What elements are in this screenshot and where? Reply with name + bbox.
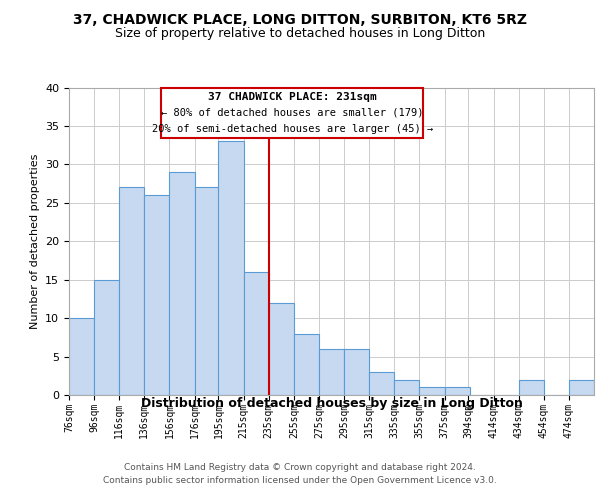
Bar [169, 172, 194, 395]
Bar [569, 380, 594, 395]
Bar [218, 142, 244, 395]
Bar [344, 349, 369, 395]
Text: Distribution of detached houses by size in Long Ditton: Distribution of detached houses by size … [141, 398, 523, 410]
Bar [69, 318, 94, 395]
Bar [161, 88, 424, 138]
Bar [94, 280, 119, 395]
Bar [119, 188, 145, 395]
Text: 37 CHADWICK PLACE: 231sqm: 37 CHADWICK PLACE: 231sqm [208, 92, 377, 102]
Text: Size of property relative to detached houses in Long Ditton: Size of property relative to detached ho… [115, 28, 485, 40]
Text: ← 80% of detached houses are smaller (179): ← 80% of detached houses are smaller (17… [161, 108, 424, 118]
Y-axis label: Number of detached properties: Number of detached properties [29, 154, 40, 329]
Bar [244, 272, 269, 395]
Bar [319, 349, 344, 395]
Bar [145, 195, 169, 395]
Bar [194, 188, 220, 395]
Text: Contains HM Land Registry data © Crown copyright and database right 2024.: Contains HM Land Registry data © Crown c… [124, 462, 476, 471]
Text: 37, CHADWICK PLACE, LONG DITTON, SURBITON, KT6 5RZ: 37, CHADWICK PLACE, LONG DITTON, SURBITO… [73, 12, 527, 26]
Bar [369, 372, 394, 395]
Bar [419, 388, 445, 395]
Text: 20% of semi-detached houses are larger (45) →: 20% of semi-detached houses are larger (… [151, 124, 433, 134]
Bar [518, 380, 544, 395]
Bar [394, 380, 419, 395]
Bar [445, 388, 470, 395]
Bar [269, 302, 294, 395]
Bar [294, 334, 319, 395]
Text: Contains public sector information licensed under the Open Government Licence v3: Contains public sector information licen… [103, 476, 497, 485]
